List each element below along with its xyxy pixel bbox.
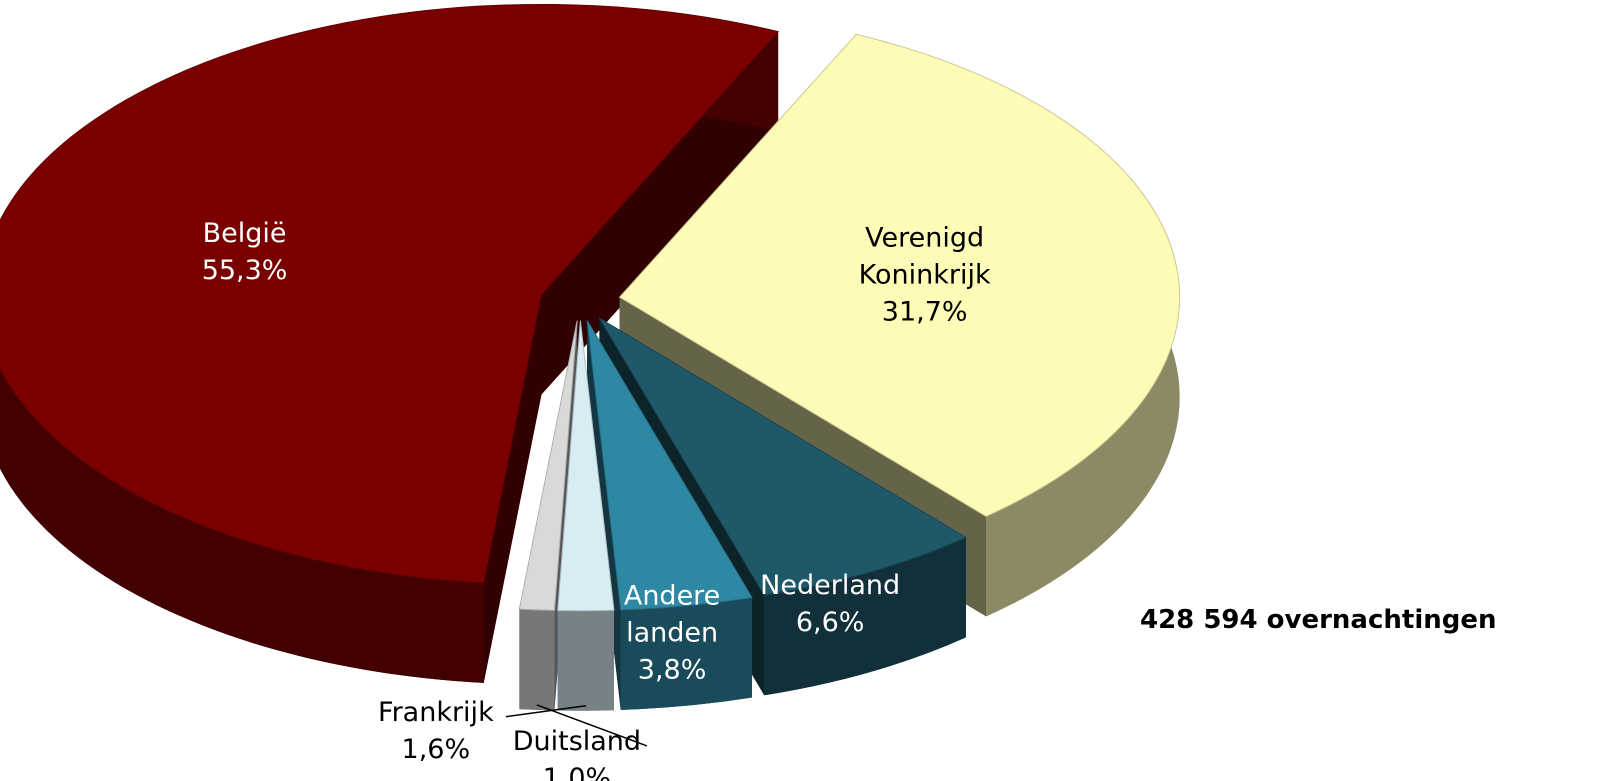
slice bbox=[618, 33, 1181, 517]
value-label: 3,8% bbox=[637, 654, 707, 686]
value-label: 6,6% bbox=[795, 606, 865, 638]
leader-line bbox=[505, 704, 586, 718]
value-label: 55,3% bbox=[201, 254, 288, 286]
annotation: 428 594 overnachtingen bbox=[1140, 605, 1497, 635]
slice-label: Nederland 6,6% bbox=[735, 567, 925, 641]
slice-label: Verenigd Koninkrijk 31,7% bbox=[830, 220, 1020, 331]
value-label: 31,7% bbox=[881, 296, 968, 328]
slice-side bbox=[620, 597, 752, 710]
slice bbox=[598, 317, 967, 596]
slice bbox=[586, 320, 753, 611]
slice bbox=[0, 4, 780, 584]
slice-side bbox=[557, 610, 614, 711]
slice-label: België 55,3% bbox=[150, 215, 340, 289]
category-name: Frankrijk bbox=[378, 696, 494, 728]
leader-line bbox=[536, 704, 648, 747]
slice-label: Andere landen 3,8% bbox=[577, 577, 767, 688]
category-name: Duitsland bbox=[512, 725, 642, 757]
value-label: 1,0% bbox=[542, 762, 612, 781]
category-name: België bbox=[202, 217, 287, 249]
slice-side bbox=[764, 537, 966, 696]
slice-side bbox=[519, 609, 555, 711]
slice-wall bbox=[483, 294, 542, 683]
slice bbox=[518, 320, 578, 611]
slice-label: Frankrijk 1,6% bbox=[341, 694, 531, 768]
slice-label: Duitsland 1,0% bbox=[482, 723, 672, 781]
slice bbox=[557, 320, 615, 612]
value-label: 1,6% bbox=[401, 733, 471, 765]
category-name: Andere landen bbox=[623, 580, 721, 649]
category-name: Verenigd Koninkrijk bbox=[858, 222, 991, 291]
slice-wall bbox=[541, 31, 779, 395]
category-name: Nederland bbox=[760, 569, 901, 601]
